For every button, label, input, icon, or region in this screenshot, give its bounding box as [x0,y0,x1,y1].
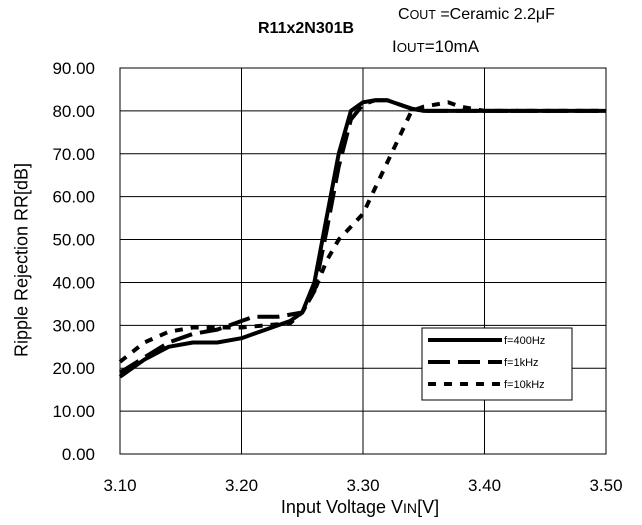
x-axis-label-suffix: [V] [417,497,440,517]
y-tick-label: 90.00 [52,59,95,78]
x-tick-label: 3.10 [103,476,136,495]
cout-annotation: COUT =Ceramic 2.2μF [398,6,555,24]
iout-annotation: IOUT=10mA [392,37,479,57]
series-line-2 [118,98,606,375]
x-axis-label: Input Voltage VIN[V] [281,497,439,518]
y-tick-label: 70.00 [52,145,95,164]
y-axis-label: Ripple Rejection RR[dB] [11,162,32,358]
y-tick-label: 0.00 [62,445,95,464]
iout-subscript: OUT [396,40,425,55]
y-tick-label: 50.00 [52,231,95,250]
cout-text: =Ceramic 2.2μF [435,6,555,23]
y-tick-label: 40.00 [52,273,95,292]
x-tick-label: 3.30 [346,476,379,495]
x-axis-ticks: 3.10 3.20 3.30 3.40 3.50 [103,476,622,495]
plot-frame [119,67,607,455]
x-tick-label: 3.20 [225,476,258,495]
y-tick-label: 10.00 [52,402,95,421]
x-axis-label-subscript: IN [403,500,418,516]
iout-prefix: I [392,37,397,56]
series-line-3 [118,100,606,364]
x-axis-label-text: Input Voltage V [280,497,404,517]
cout-subscript: OUT [409,8,436,22]
x-tick-label: 3.50 [589,476,622,495]
legend-label-3: f=10kHz [504,379,545,391]
y-tick-label: 80.00 [52,102,95,121]
data-series [118,98,606,379]
legend-label-2: f=1kHz [504,357,539,369]
chart-title: R11x2N301B [258,20,355,37]
y-tick-label: 30.00 [52,316,95,335]
x-tick-label: 3.40 [468,476,501,495]
y-tick-label: 60.00 [52,188,95,207]
legend-label-1: f=400Hz [504,335,545,347]
cout-prefix: C [398,6,410,23]
iout-text: =10mA [424,37,480,56]
y-tick-label: 20.00 [52,359,95,378]
y-axis-ticks: 0.00 10.00 20.00 30.00 40.00 50.00 60.00 70.00 8… [52,59,95,464]
legend: f=400Hz f=1kHz f=10kHz [421,327,573,401]
